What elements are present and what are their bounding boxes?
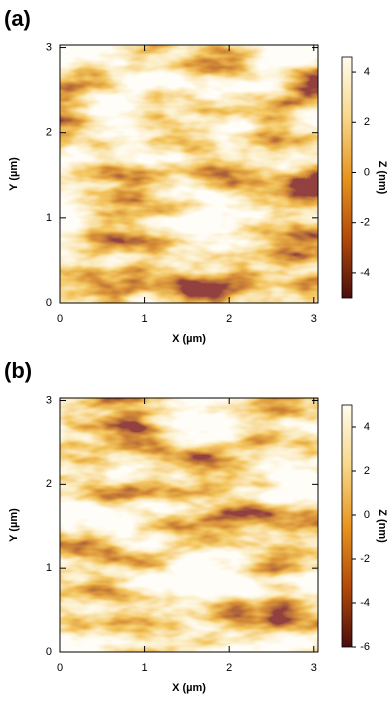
y-tick-label: 0	[46, 297, 52, 309]
x-tick-label: 3	[311, 662, 317, 674]
x-tick-label: 1	[142, 662, 148, 674]
y-tick-label: 1	[46, 562, 52, 574]
colorbar-tick-label: -4	[360, 267, 370, 279]
colorbar-tick-label: 4	[364, 421, 370, 433]
colorbar-title: Z (nm)	[376, 509, 388, 543]
x-tick-label: 0	[57, 313, 63, 325]
panel-label: (b)	[4, 358, 32, 383]
x-tick-label: 3	[311, 313, 317, 325]
x-tick-label: 0	[57, 662, 63, 674]
colorbar-title: Z (nm)	[376, 161, 388, 195]
x-axis-title: X (µm)	[172, 682, 206, 694]
plot-frame	[59, 397, 319, 653]
y-tick-label: 3	[46, 41, 52, 53]
colorbar-tick-label: -6	[360, 641, 370, 653]
colorbar-tick-label: -4	[360, 597, 370, 609]
plot-frame	[59, 44, 319, 304]
afm-image	[60, 45, 318, 303]
x-tick-label: 1	[142, 313, 148, 325]
colorbar-tick-label: 4	[364, 66, 370, 78]
y-tick-label: 1	[46, 212, 52, 224]
x-tick-label: 2	[226, 313, 232, 325]
y-axis-title: Y (µm)	[8, 508, 20, 542]
colorbar-tick-label: 0	[364, 166, 370, 178]
x-axis-title: X (µm)	[172, 333, 206, 345]
y-tick-label: 2	[46, 478, 52, 490]
colorbar	[341, 56, 353, 299]
colorbar-tick-label: 2	[364, 465, 370, 477]
y-tick-label: 3	[46, 394, 52, 406]
y-tick-label: 2	[46, 127, 52, 139]
colorbar-tick-label: -2	[360, 553, 370, 565]
colorbar-tick-label: 0	[364, 509, 370, 521]
colorbar-tick-label: 2	[364, 116, 370, 128]
y-axis-title: Y (µm)	[8, 157, 20, 191]
y-tick-label: 0	[46, 646, 52, 658]
panel-label: (a)	[4, 6, 31, 31]
colorbar-tick-label: -2	[360, 217, 370, 229]
afm-image	[60, 398, 318, 652]
x-tick-label: 2	[226, 662, 232, 674]
colorbar	[341, 404, 353, 648]
